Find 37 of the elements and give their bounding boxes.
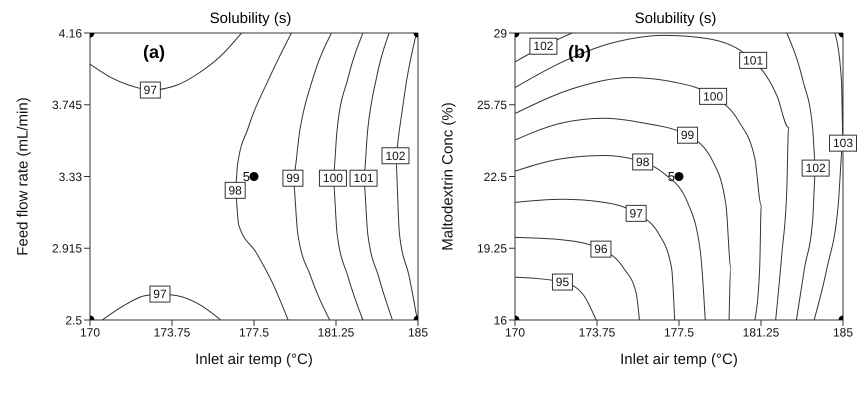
y-tick-label: 2.5	[65, 313, 82, 328]
x-tick-label: 173.75	[578, 326, 616, 340]
series-label: 98	[228, 183, 242, 198]
annotation: 5	[242, 169, 250, 184]
series-label: 97	[153, 287, 167, 302]
y-axis-title: Feed flow rate (mL/min)	[14, 97, 32, 256]
annotation: (a)	[143, 42, 165, 63]
y-tick-label: 2.915	[52, 242, 82, 256]
y-tick-label: 3.745	[52, 98, 82, 112]
x-axis-title: Inlet air temp (°C)	[620, 351, 738, 368]
y-tick-label: 16	[494, 313, 508, 328]
x-tick-label: 170	[504, 326, 526, 340]
x-axis-title: Inlet air temp (°C)	[195, 351, 313, 368]
series-label: 96	[594, 242, 608, 256]
x-tick-label: 185	[832, 326, 854, 340]
y-tick-label: 19.25	[476, 242, 508, 256]
series-label: 97	[629, 206, 644, 220]
y-tick-label: 22.5	[484, 170, 508, 184]
series-label: 99	[680, 128, 695, 142]
series-label: 95	[556, 275, 570, 290]
x-tick-label: 181.25	[318, 326, 355, 340]
chart-title: Solubility (s)	[208, 10, 292, 27]
x-tick-label: 173.75	[154, 326, 191, 340]
y-tick-label: 29	[494, 26, 508, 40]
x-tick-label: 185	[408, 326, 428, 340]
series-label: 98	[636, 154, 650, 169]
x-tick-label: 177.5	[238, 326, 270, 340]
y-tick-label: 25.75	[476, 98, 508, 112]
series-label: 99	[286, 171, 300, 186]
y-tick-label: 3.33	[58, 170, 82, 184]
y-tick-label: 4.16	[58, 26, 82, 40]
series-label: 97	[144, 83, 158, 98]
x-tick-label: 181.25	[742, 326, 780, 340]
x-tick-label: 177.5	[664, 326, 694, 340]
y-axis-title: Maltodextrin Conc (%)	[439, 102, 456, 251]
x-tick-label: 170	[80, 326, 100, 340]
chart-title: Solubility (s)	[634, 10, 718, 27]
